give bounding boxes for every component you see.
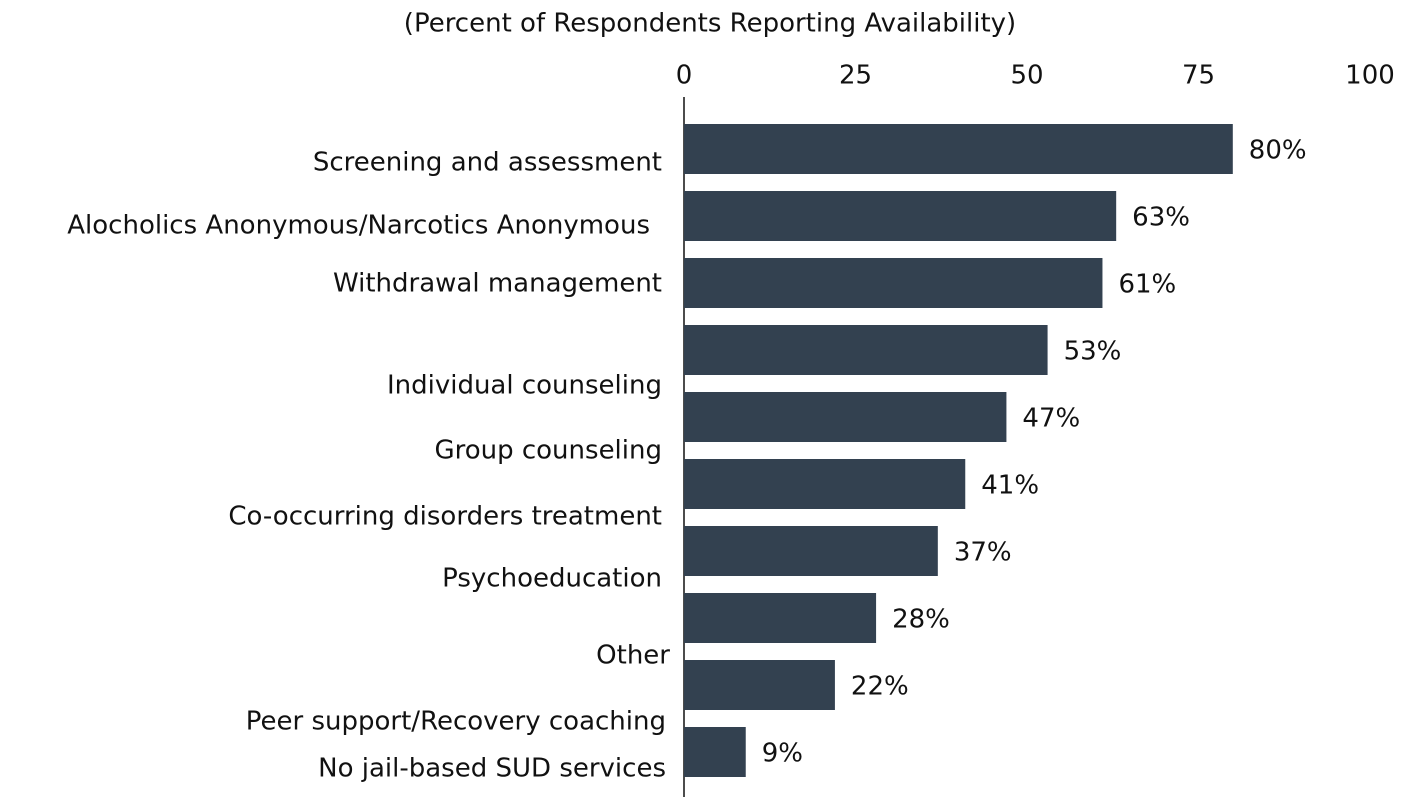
y-tick-label: Individual counseling [387,371,662,401]
value-label: 80% [1249,136,1307,166]
bar [684,526,938,576]
x-tick-label: 100 [1345,61,1395,91]
value-label: 47% [1022,404,1080,434]
y-tick-label: Group counseling [434,436,662,466]
chart-title: (Percent of Respondents Reporting Availa… [404,9,1016,39]
value-label: 41% [981,471,1039,501]
bar [684,191,1117,241]
y-tick-label: Other [596,641,670,671]
x-tick-label: 0 [676,61,693,91]
y-tick-label: Alocholics Anonymous/Narcotics Anonymous [67,211,650,241]
bar [684,325,1048,375]
x-tick-label: 25 [839,61,872,91]
value-label: 63% [1132,203,1190,233]
value-label: 53% [1064,337,1122,367]
bar [684,593,877,643]
bar [684,124,1233,174]
y-tick-label: Co-occurring disorders treatment [228,502,662,532]
value-label: 37% [954,538,1012,568]
bar [684,459,966,509]
y-tick-label: Screening and assessment [313,148,662,178]
bar [684,258,1103,308]
value-label: 61% [1118,270,1176,300]
bar [684,660,835,710]
bar [684,392,1007,442]
y-tick-label: Peer support/Recovery coaching [246,707,666,737]
y-tick-label: No jail-based SUD services [318,754,666,784]
bar [684,727,746,777]
y-tick-label: Psychoeducation [442,564,662,594]
value-label: 9% [762,739,803,769]
y-tick-label: Withdrawal management [333,269,662,299]
value-label: 28% [892,605,950,635]
x-tick-label: 75 [1182,61,1215,91]
x-tick-label: 50 [1010,61,1043,91]
value-label: 22% [851,672,909,702]
